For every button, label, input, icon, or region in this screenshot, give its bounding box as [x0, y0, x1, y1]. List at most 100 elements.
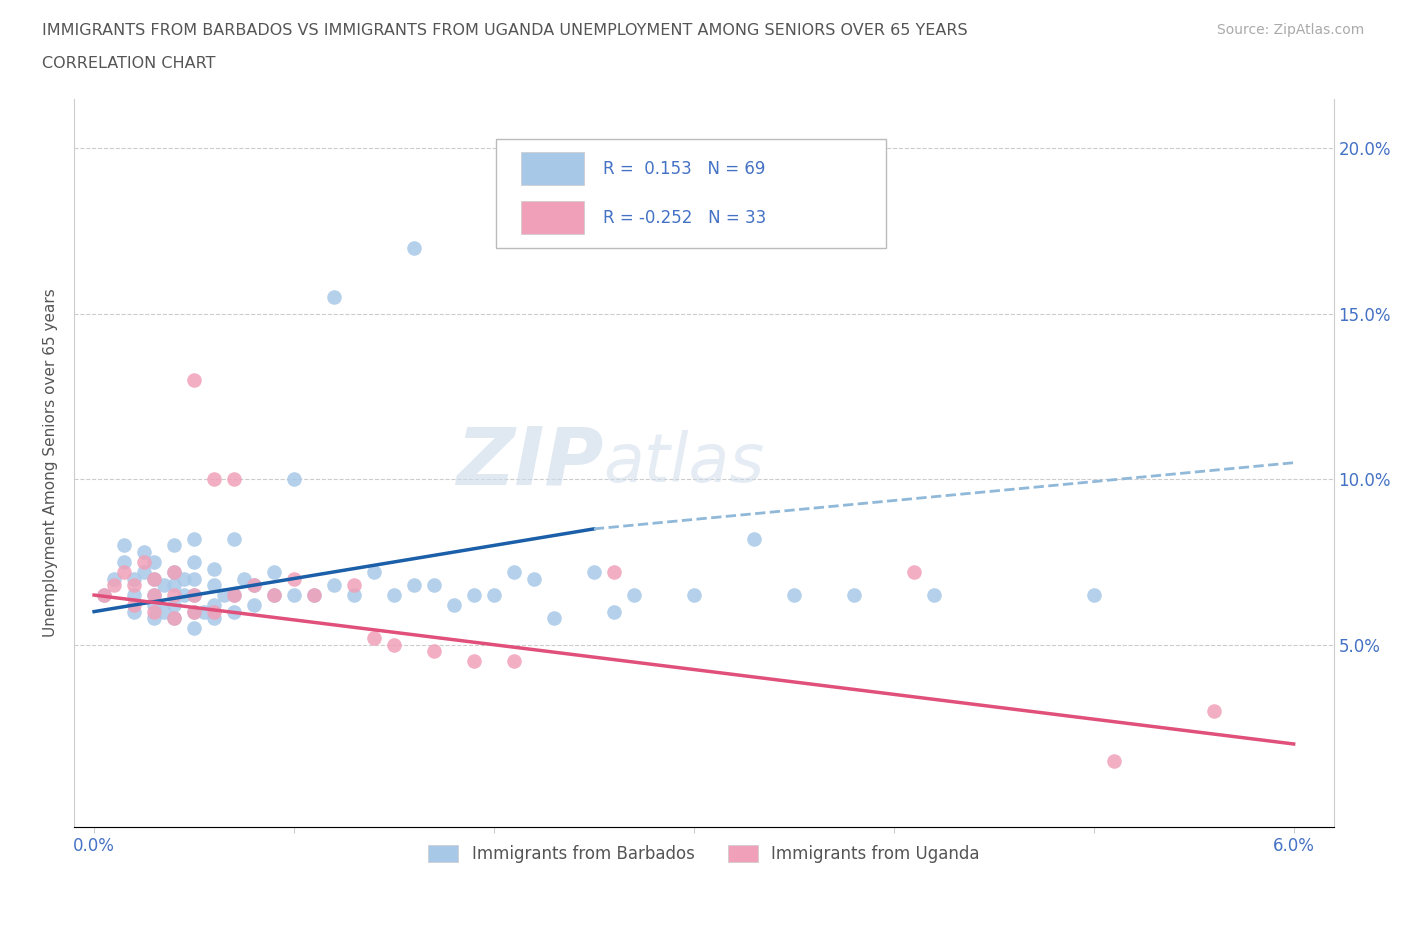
Point: [163, 598, 186, 613]
Point: [183, 604, 205, 619]
Point: [233, 571, 256, 586]
Point: [183, 620, 205, 635]
Point: [543, 611, 565, 626]
Point: [222, 588, 245, 603]
Text: R = -0.252   N = 33: R = -0.252 N = 33: [603, 208, 766, 227]
Point: [112, 565, 135, 579]
Point: [363, 631, 385, 645]
Point: [263, 588, 285, 603]
Point: [283, 571, 305, 586]
FancyBboxPatch shape: [496, 139, 887, 248]
Point: [903, 565, 925, 579]
Point: [742, 531, 765, 546]
Point: [243, 578, 266, 592]
Point: [183, 571, 205, 586]
Point: [103, 578, 125, 592]
Point: [603, 565, 626, 579]
Point: [163, 588, 186, 603]
Point: [143, 588, 166, 603]
Text: R =  0.153   N = 69: R = 0.153 N = 69: [603, 160, 765, 178]
Point: [263, 588, 285, 603]
Point: [183, 588, 205, 603]
Point: [1202, 703, 1225, 718]
Point: [183, 554, 205, 569]
Point: [163, 538, 186, 552]
Point: [153, 604, 176, 619]
Point: [382, 637, 405, 652]
Point: [463, 654, 485, 669]
Point: [122, 588, 145, 603]
Text: ZIP: ZIP: [456, 424, 603, 501]
Point: [183, 588, 205, 603]
Point: [343, 588, 366, 603]
Point: [323, 290, 346, 305]
Point: [132, 545, 155, 560]
Point: [212, 588, 235, 603]
Point: [163, 611, 186, 626]
Point: [1102, 753, 1125, 768]
Point: [1083, 588, 1105, 603]
Point: [503, 565, 526, 579]
Point: [343, 578, 366, 592]
Bar: [522, 153, 585, 185]
Point: [183, 604, 205, 619]
Point: [183, 531, 205, 546]
Text: atlas: atlas: [603, 430, 765, 496]
Point: [443, 598, 465, 613]
Point: [163, 611, 186, 626]
Point: [202, 472, 225, 486]
Point: [423, 644, 446, 658]
Point: [222, 472, 245, 486]
Point: [382, 588, 405, 603]
Point: [122, 604, 145, 619]
Point: [183, 373, 205, 388]
Point: [122, 578, 145, 592]
Point: [283, 588, 305, 603]
Point: [623, 588, 645, 603]
Point: [202, 611, 225, 626]
Point: [93, 588, 115, 603]
Point: [163, 578, 186, 592]
Point: [222, 531, 245, 546]
Point: [173, 588, 195, 603]
Point: [582, 565, 605, 579]
Point: [783, 588, 806, 603]
Point: [103, 571, 125, 586]
Point: [263, 565, 285, 579]
Point: [683, 588, 706, 603]
Point: [222, 604, 245, 619]
Point: [93, 588, 115, 603]
Point: [463, 588, 485, 603]
Point: [922, 588, 945, 603]
Bar: [522, 202, 585, 234]
Point: [283, 472, 305, 486]
Text: Source: ZipAtlas.com: Source: ZipAtlas.com: [1216, 23, 1364, 37]
Point: [193, 604, 215, 619]
Point: [132, 565, 155, 579]
Point: [243, 598, 266, 613]
Point: [482, 588, 505, 603]
Point: [112, 538, 135, 552]
Point: [423, 578, 446, 592]
Point: [153, 578, 176, 592]
Point: [143, 588, 166, 603]
Point: [122, 571, 145, 586]
Point: [173, 571, 195, 586]
Point: [122, 598, 145, 613]
Point: [222, 588, 245, 603]
Point: [323, 578, 346, 592]
Text: CORRELATION CHART: CORRELATION CHART: [42, 56, 215, 71]
Point: [302, 588, 325, 603]
Point: [163, 565, 186, 579]
Point: [143, 571, 166, 586]
Point: [302, 588, 325, 603]
Point: [143, 598, 166, 613]
Point: [202, 578, 225, 592]
Point: [202, 604, 225, 619]
Point: [202, 561, 225, 576]
Point: [143, 604, 166, 619]
Y-axis label: Unemployment Among Seniors over 65 years: Unemployment Among Seniors over 65 years: [44, 288, 58, 637]
Point: [402, 240, 425, 255]
Point: [842, 588, 865, 603]
Point: [163, 565, 186, 579]
